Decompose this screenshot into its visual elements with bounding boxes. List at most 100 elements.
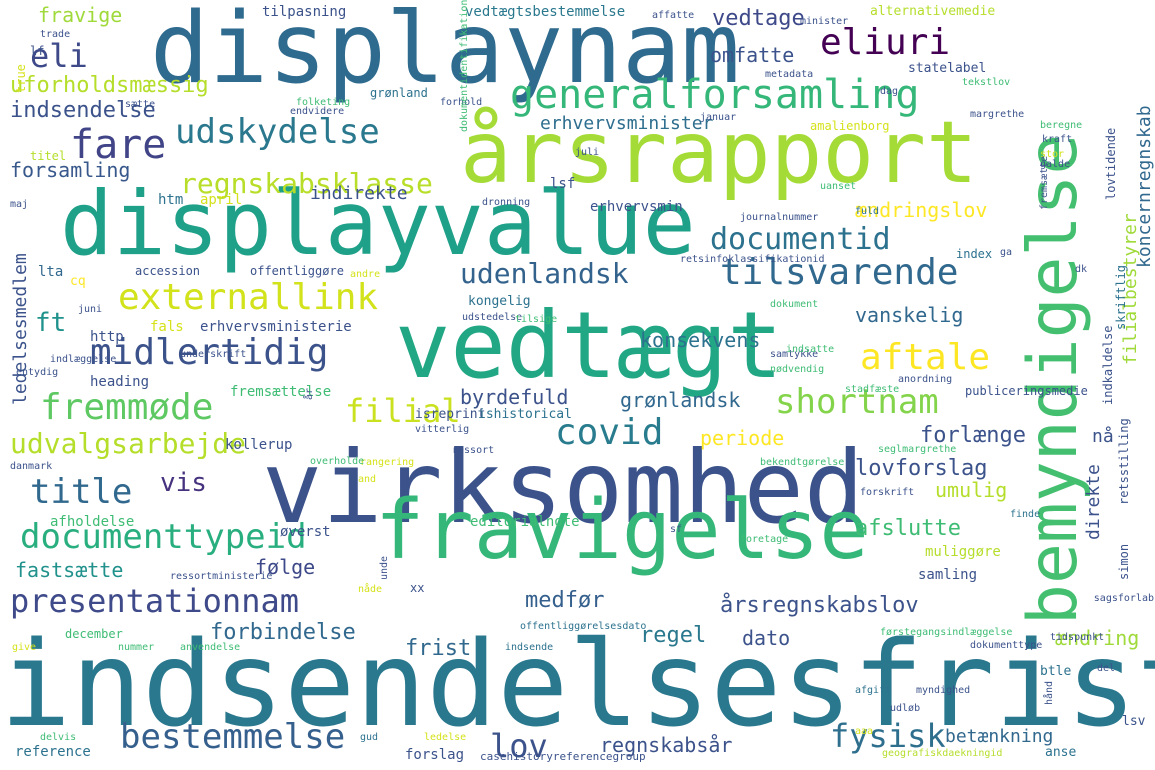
word-lovtidende: lovtidende (1104, 127, 1118, 200)
word-dronning: dronning (482, 197, 531, 208)
word-naade: nåde (358, 584, 383, 595)
word-finde: finde (1010, 509, 1041, 520)
word-muliggoere: muliggøre (925, 544, 1001, 560)
word-stor: stor (1040, 149, 1065, 160)
word-underskrift: underskrift (180, 349, 247, 360)
word-foerstegangsindlaeggelse: førstegangsindlæggelse (880, 627, 1013, 638)
word-folketing: folketing (296, 97, 351, 108)
word-januar: januar (700, 112, 737, 123)
word-anvendelse: anvendelse (180, 642, 241, 653)
word-filial: filial (345, 392, 461, 430)
word-maj: maj (10, 199, 29, 210)
word-ft: ft (35, 308, 67, 338)
word-lovforslag: lovforslag (855, 456, 988, 481)
word-journalnummer: journalnummer (740, 212, 819, 223)
word-forskrift: forskrift (860, 487, 915, 498)
word-accession: accession (135, 264, 201, 278)
word-galde: galde (1040, 159, 1071, 170)
word-foretage: foretage (740, 534, 789, 545)
word-margrethe: margrethe (970, 109, 1025, 120)
word-gud: gud (360, 732, 379, 743)
word-unde: unde (379, 555, 390, 580)
word-give: give (12, 642, 37, 653)
word-trade: trade (40, 29, 71, 40)
word-minister: minister (800, 16, 849, 27)
word-tilsige: tilsige (515, 314, 558, 325)
word-tilpasning: tilpasning (262, 4, 347, 20)
word-udloeb: udløb (890, 703, 921, 714)
word-dk: dk (1075, 264, 1088, 275)
word-htm: htm (158, 192, 184, 208)
word-juni: juni (78, 304, 103, 315)
word-ga: ga (1000, 247, 1013, 258)
word-beregne: beregne (1040, 120, 1083, 131)
word-tidspunkt: tidspunkt (1050, 632, 1105, 643)
word-eli: eli (30, 37, 88, 75)
word-byrdefuld: byrdefuld (460, 385, 569, 409)
word-erhvervsministerie: erhvervsministerie (200, 319, 352, 335)
word-haand: hånd (1044, 680, 1055, 705)
word-regnskabsaar: regnskabsår (600, 733, 733, 757)
word-publiceringsmedie: publiceringsmedie (965, 384, 1088, 398)
word-heading: heading (90, 374, 150, 390)
word-seglmargrethe: seglmargrethe (878, 444, 957, 455)
word-ledelse: ledelse (424, 732, 467, 743)
word-periode: periode (700, 426, 785, 450)
word-vedtaegt: vedtægt (395, 292, 783, 399)
word-dokument: dokument (770, 299, 819, 310)
word-forhold: forhold (440, 97, 483, 108)
word-dokumentidentifikation: dokumentidentifikation (459, 0, 470, 133)
word-aarsregnskabslov: årsregnskabslov (720, 593, 919, 618)
word-erhvervsminister: erhvervsminister (540, 113, 714, 134)
word-cq: cq (70, 274, 86, 289)
word-indsatte: indsatte (786, 344, 835, 355)
word-regnskabsklasse: regnskabsklasse (180, 167, 433, 200)
word-fremsaettelse: fremsættelse (230, 384, 332, 400)
word-vis: vis (160, 468, 207, 498)
word-del: del (1097, 663, 1116, 674)
word-forslag: forslag (405, 747, 465, 763)
word-xx: xx (410, 581, 425, 595)
word-indirekte: indirekte (310, 183, 408, 204)
word-documentid: documentid (710, 222, 891, 257)
word-bestemmelse: bestemmelse (120, 717, 346, 757)
word-title: title (30, 472, 133, 512)
word-fravige: fravige (38, 3, 123, 27)
word-lf: lf (30, 44, 45, 58)
word-ressortministerie: ressortministerie (170, 571, 273, 582)
word-lsf: lsf (550, 176, 576, 192)
word-kongelig: kongelig (468, 294, 531, 309)
word-oeverst: øverst (280, 524, 331, 540)
word-anse: anse (1045, 745, 1077, 760)
word-amalienborg: amalienborg (810, 119, 890, 133)
word-casehistoryreferencegroup: casehistoryreferencegroup (480, 750, 646, 763)
word-frist: frist (405, 636, 472, 661)
word-ishistorical: ishistorical (478, 407, 572, 422)
word-tilsvarende: tilsvarende (720, 252, 959, 293)
word-forbindelse: forbindelse (210, 620, 356, 645)
word-erhvervsmin: erhvervsmin (590, 199, 683, 215)
word-foelge: følge (255, 555, 316, 579)
word-virksomhed: virksomhed (262, 429, 865, 546)
word-fastsaette: fastsætte (15, 558, 124, 582)
word-danmark: danmark (10, 461, 53, 472)
word-fremsaette: fremsætte (1039, 155, 1050, 210)
word-sf: sf (670, 524, 683, 535)
word-medfoer: medfør (525, 588, 605, 613)
word-saette: sætte (125, 99, 156, 110)
word-sagsforlab: sagsforlab (1093, 593, 1154, 604)
word-bekendtgoerelse: bekendtgørelse (760, 457, 845, 468)
word-alternativemedie: alternativemedie (870, 4, 996, 19)
word-udvalgsarbejde: udvalgsarbejde (10, 427, 247, 460)
word-bemyndigelse: bemyndigelse (1014, 133, 1093, 625)
word-stadfaeste: stadfæste (845, 384, 900, 395)
word-vanskelig: vanskelig (855, 303, 964, 327)
word-dokumenttype: dokumenttype (970, 640, 1043, 651)
word-udskydelse: udskydelse (175, 112, 380, 152)
word-presentationnam: presentationnam (10, 582, 299, 620)
word-juli: juli (575, 147, 600, 158)
word-retsstilling: retsstilling (1117, 418, 1131, 505)
word-btle: btle (1040, 664, 1072, 679)
word-index: index (956, 247, 993, 261)
word-ledelsesmedlem: ledelsesmedlem (10, 253, 31, 405)
